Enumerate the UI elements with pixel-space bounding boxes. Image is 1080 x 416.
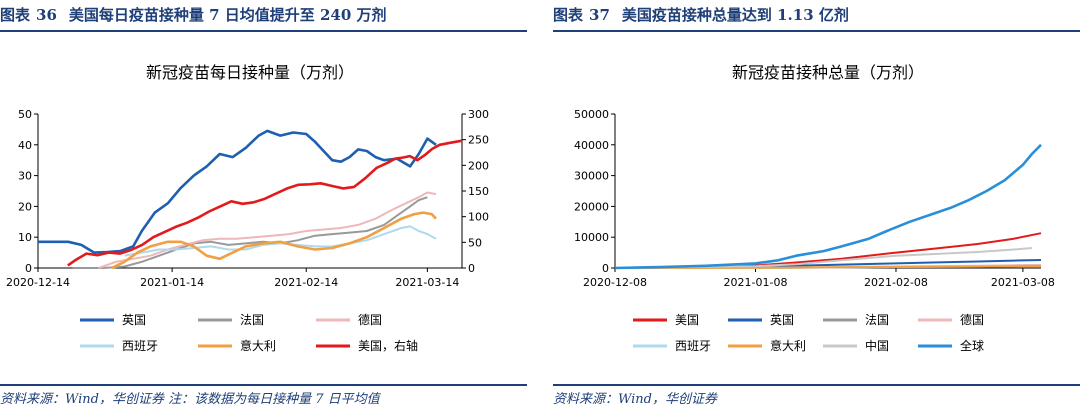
x-tick-label: 2021-03-14 [395, 276, 459, 289]
y-tick-label: 0 [602, 262, 609, 275]
legend-label-1: 英国 [122, 313, 146, 327]
x-tick-label: 2021-02-14 [274, 276, 338, 289]
chart-2-title: 新冠疫苗接种总量（万剂） [732, 63, 924, 82]
series-line-7 [614, 247, 1032, 269]
series-line-8 [614, 143, 1042, 270]
total-vaccination-chart: 新冠疫苗接种总量（万剂） 0 10000 20000 30000 40000 50000 20… [574, 63, 1055, 353]
y2-tick-label: 150 [468, 185, 489, 198]
y-tick-label: 10 [18, 231, 32, 244]
figure-37-source: 资料来源：Wind，华创证券 [553, 384, 1080, 416]
y-tick-label: 30 [18, 170, 32, 183]
series-line-6 [67, 139, 463, 267]
y-tick-label: 0 [25, 262, 32, 275]
daily-vaccination-chart: 新冠疫苗每日接种量（万剂） 0 10 20 30 40 50 0 50 100 150 200 250 3… [6, 63, 489, 353]
legend-label-1: 美国 [675, 313, 699, 327]
legend-label-2: 英国 [770, 313, 794, 327]
x-tick-label: 2021-01-14 [140, 276, 204, 289]
legend-label-8: 全球 [960, 338, 984, 353]
series-line-3 [98, 191, 437, 269]
figure-36-label: 图表 [0, 6, 31, 24]
x-tick-label: 2020-12-08 [583, 276, 647, 289]
legend-label-3: 德国 [358, 312, 382, 327]
y-tick-label: 50000 [574, 108, 609, 121]
figure-37-panel: 图表 37 美国疫苗接种总量达到 1.13 亿剂 新冠疫苗接种总量（万剂） 0 1000… [553, 0, 1080, 414]
series-line-1 [38, 129, 437, 254]
y2-tick-label: 0 [468, 262, 475, 275]
y-tick-label: 50 [18, 108, 32, 121]
chart-1-title: 新冠疫苗每日接种量（万剂） [146, 63, 354, 82]
x-tick-label: 2021-02-08 [864, 276, 928, 289]
series-line-5 [111, 211, 437, 270]
y2-tick-label: 250 [468, 134, 489, 147]
y-tick-label: 40 [18, 139, 32, 152]
y-tick-label: 40000 [574, 139, 609, 152]
y-tick-label: 30000 [574, 170, 609, 183]
legend-label-3: 法国 [865, 313, 889, 327]
legend-label-2: 法国 [240, 313, 264, 327]
legend-label-6: 美国，右轴 [358, 338, 418, 353]
figure-37-label: 图表 [553, 6, 584, 24]
legend-label-4: 德国 [960, 312, 984, 327]
legend-label-5: 西班牙 [675, 339, 711, 353]
x-tick-label: 2020-12-14 [6, 276, 70, 289]
figure-36-header: 图表 36 美国每日疫苗接种量 7 日均值提升至 240 万剂 [0, 0, 527, 32]
figure-36-source: 资料来源：Wind，华创证券 注：该数据为每日接种量 7 日平均值 [0, 384, 527, 416]
y-tick-label: 10000 [574, 231, 609, 244]
figure-37-header: 图表 37 美国疫苗接种总量达到 1.13 亿剂 [553, 0, 1080, 32]
figure-37-number: 37 [589, 6, 610, 24]
series-line-6 [614, 265, 1042, 269]
figure-36-caption: 美国每日疫苗接种量 7 日均值提升至 240 万剂 [68, 6, 387, 24]
x-tick-label: 2021-01-08 [724, 276, 788, 289]
figure-36-panel: 图表 36 美国每日疫苗接种量 7 日均值提升至 240 万剂 新冠疫苗每日接种量（… [0, 0, 527, 414]
figure-37-caption: 美国疫苗接种总量达到 1.13 亿剂 [621, 6, 849, 24]
y2-tick-label: 300 [468, 108, 489, 121]
y2-tick-label: 100 [468, 211, 489, 224]
figure-36-number: 36 [36, 6, 57, 24]
legend-label-5: 意大利 [240, 338, 276, 353]
y-tick-label: 20 [18, 200, 32, 213]
y-tick-label: 20000 [574, 200, 609, 213]
legend-label-4: 西班牙 [122, 339, 158, 353]
x-tick-label: 2021-03-08 [991, 276, 1055, 289]
y2-tick-label: 50 [468, 236, 482, 249]
y2-tick-label: 200 [468, 159, 489, 172]
legend-label-6: 意大利 [770, 338, 806, 353]
legend-label-7: 中国 [865, 338, 889, 353]
series-line-4 [124, 225, 437, 257]
